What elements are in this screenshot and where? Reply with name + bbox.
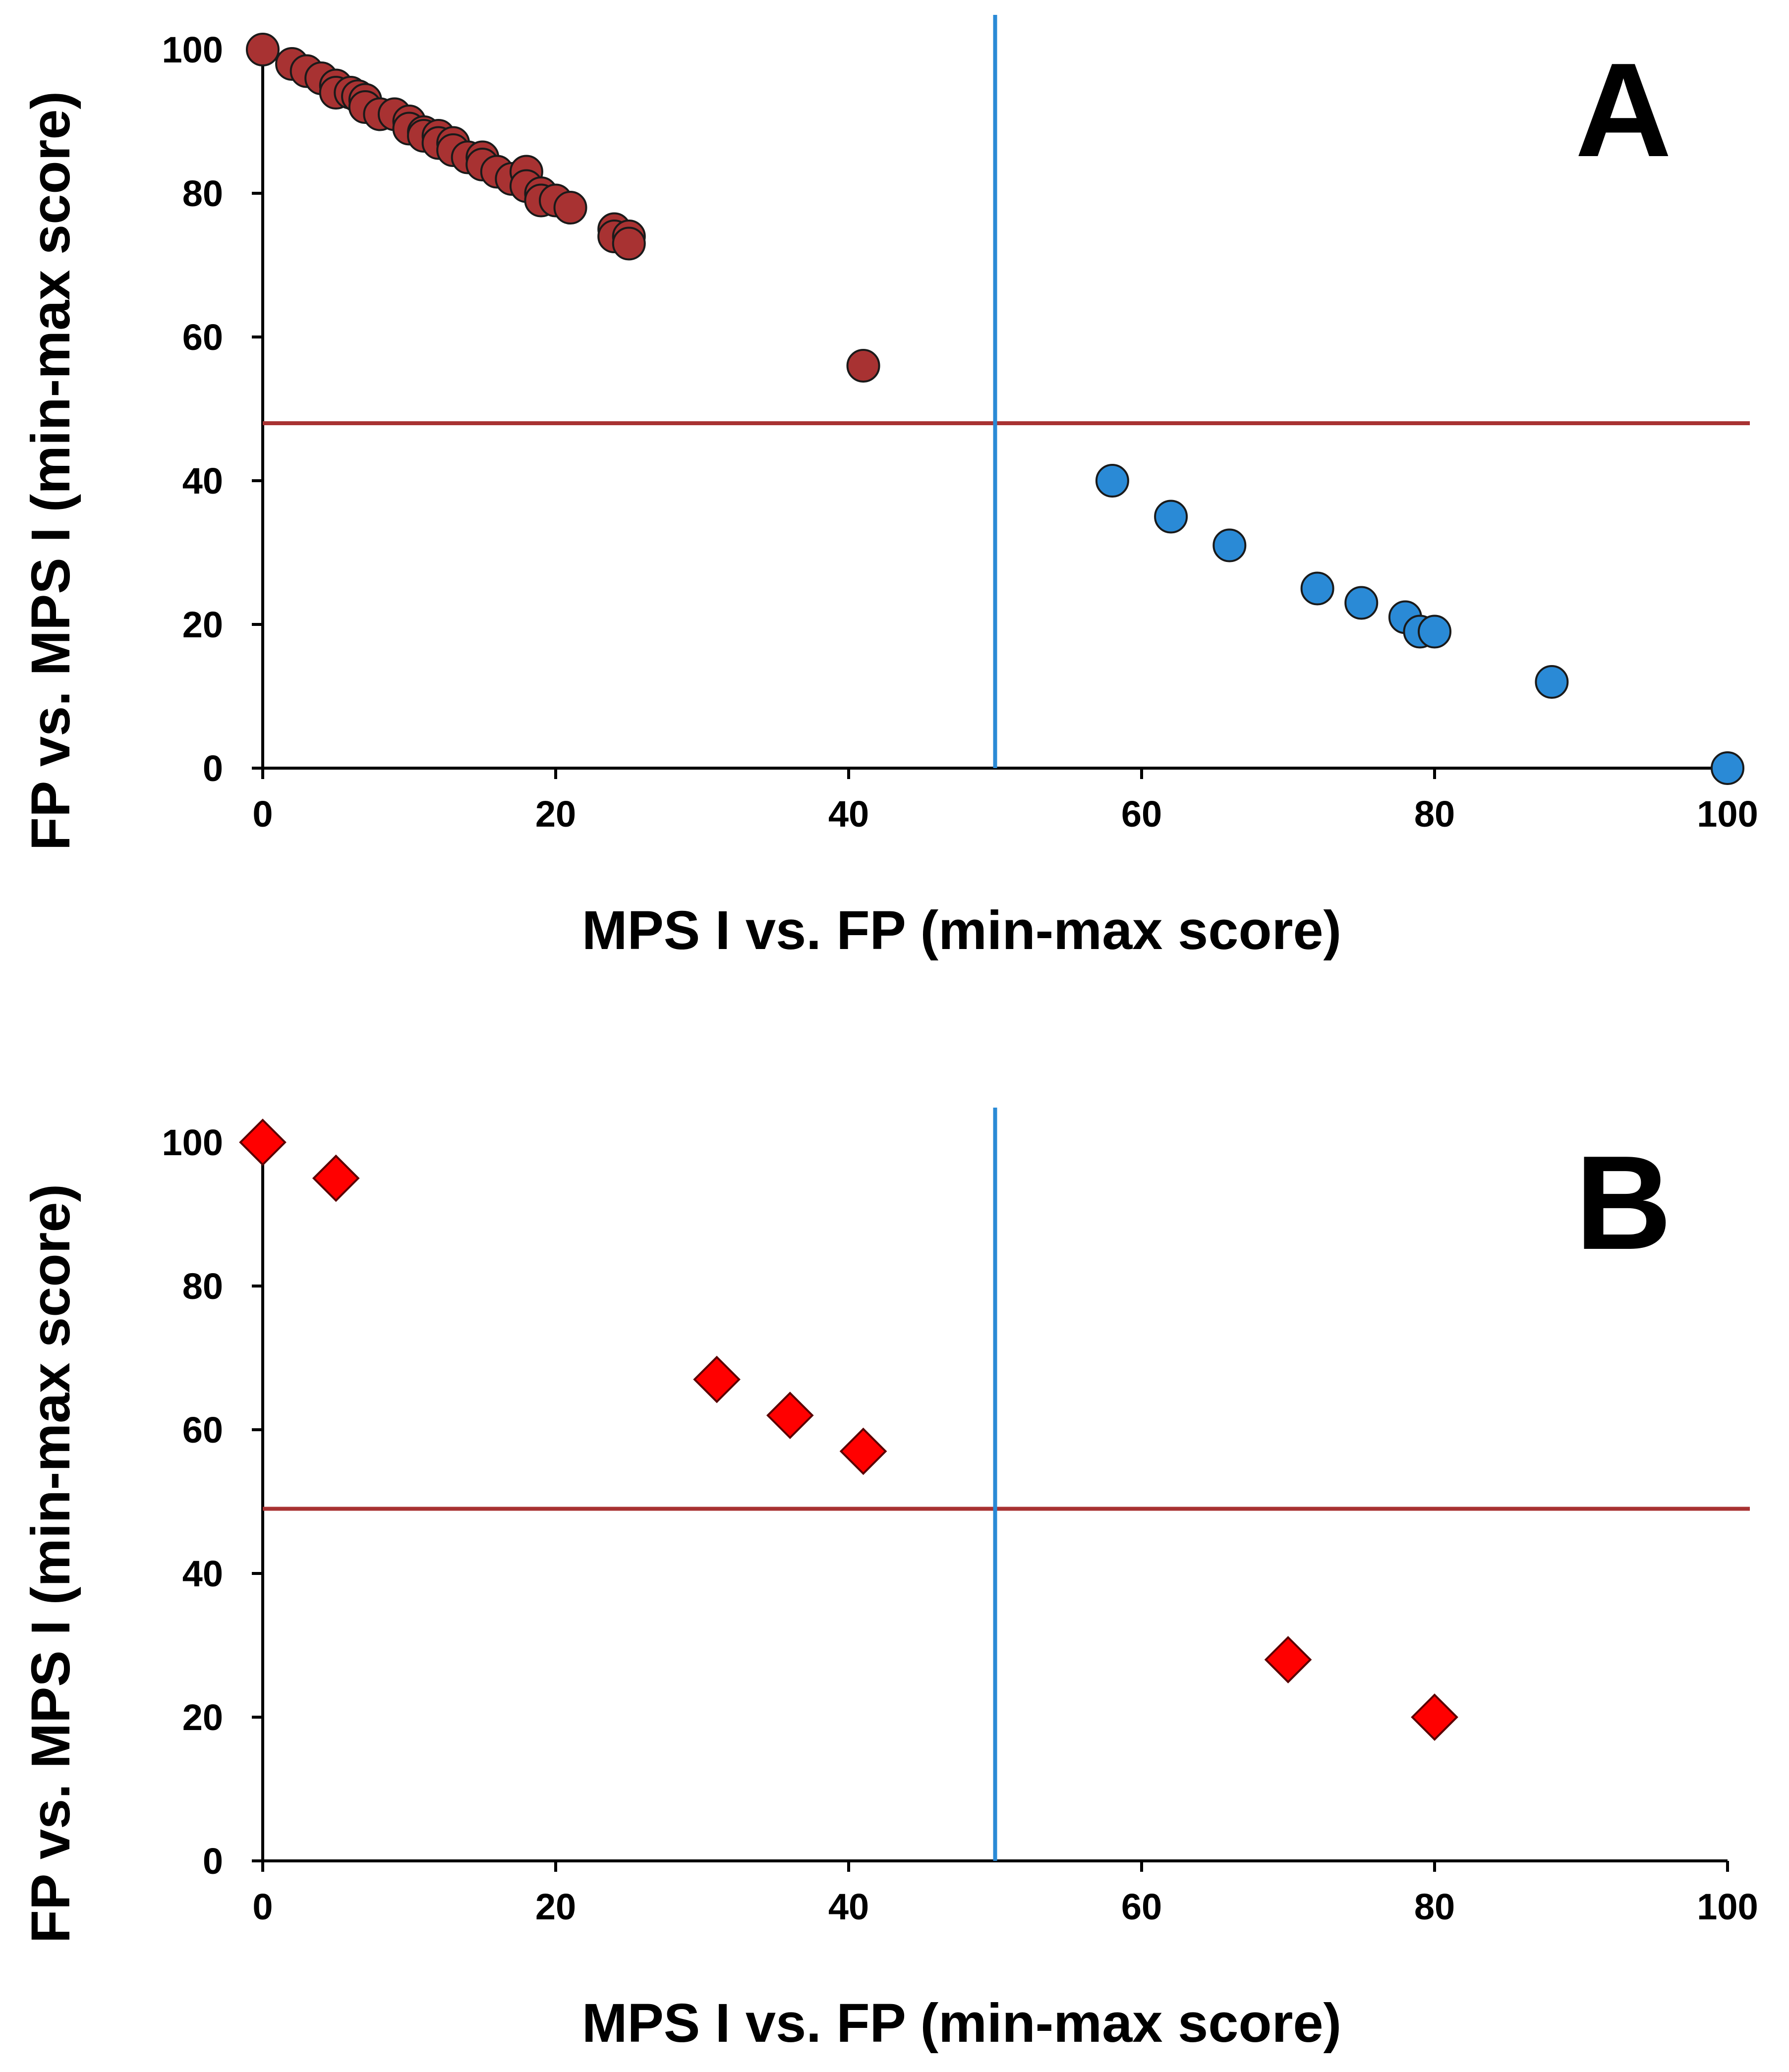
panel-b-y-tick-label: 40 [182, 1553, 223, 1594]
panel-a-y-tick-label: 20 [182, 604, 223, 645]
panel-a-chart: A MPS I vs. FP (min-max score) FP vs. MP… [20, 15, 1758, 961]
panel-a-blue-circles-point [1344, 586, 1379, 620]
panel-a-y-axis-title: FP vs. MPS I (min-max score) [20, 91, 81, 850]
panel-a-x-axis-title: MPS I vs. FP (min-max score) [582, 900, 1341, 961]
panel-a-label: A [1575, 36, 1672, 185]
panel-a-y-tick-label: 100 [162, 29, 223, 70]
panel-b-red-diamonds-point [1264, 1636, 1312, 1683]
panel-a-blue-circles-point [1535, 665, 1569, 699]
panel-b-x-tick-label: 60 [1121, 1886, 1162, 1927]
panel-a-y-tick-label: 60 [182, 317, 223, 358]
panel-a-plot-area: 0 20 40 60 80 100 0 20 40 60 80 100 [162, 15, 1758, 835]
panel-a-blue-circles-point [1212, 528, 1247, 562]
panel-a-x-tick-label: 0 [252, 793, 273, 835]
panel-b-chart: B MPS I vs. FP (min-max score) FP vs. MP… [20, 1108, 1758, 2054]
panel-b-x-tick-label: 20 [535, 1886, 576, 1927]
panel-b-y-tick-label: 80 [182, 1266, 223, 1307]
panel-b-y-tick-label: 20 [182, 1697, 223, 1738]
panel-b-x-tick-label: 0 [252, 1886, 273, 1927]
panel-b-plot-area: 0 20 40 60 80 100 0 20 40 60 80 100 [162, 1108, 1758, 1927]
panel-b-x-tick-label: 80 [1414, 1886, 1455, 1927]
panel-a-red-circles-point [846, 349, 880, 383]
panel-b-red-diamonds-point [239, 1119, 287, 1166]
panel-a-red-circles-point [246, 33, 280, 66]
panel-b-red-diamonds-point [766, 1392, 814, 1439]
panel-a-red-circles-point [553, 191, 587, 224]
panel-a-y-tick-label: 80 [182, 173, 223, 214]
panel-a-x-tick-label: 60 [1121, 793, 1162, 835]
panel-b-x-tick-label: 100 [1697, 1886, 1758, 1927]
panel-a-x-tick-label: 100 [1697, 793, 1758, 835]
panel-a-x-tick-label: 20 [535, 793, 576, 835]
panel-a-x-tick-label: 40 [828, 793, 869, 835]
panel-b-red-diamonds-point [693, 1355, 741, 1403]
panel-b-y-tick-label: 0 [203, 1841, 223, 1882]
panel-a-blue-circles-point [1154, 500, 1188, 534]
panel-a-blue-circles-point [1095, 464, 1129, 498]
panel-a-blue-circles-point [1711, 751, 1744, 785]
panel-a-y-tick-label: 40 [182, 460, 223, 502]
panel-b-label: B [1575, 1128, 1672, 1278]
panel-a-blue-circles-point [1300, 571, 1334, 606]
panel-b-red-diamonds-point [312, 1154, 360, 1202]
panel-b-red-diamonds-point [1411, 1693, 1458, 1741]
panel-a-x-tick-label: 80 [1414, 793, 1455, 835]
panel-b-x-axis-title: MPS I vs. FP (min-max score) [582, 1993, 1341, 2054]
panel-b-y-axis-title: FP vs. MPS I (min-max score) [20, 1184, 81, 1943]
panel-a-red-circles-point [612, 226, 646, 261]
panel-b-y-tick-label: 100 [162, 1122, 223, 1163]
panel-a-blue-circles-point [1418, 615, 1451, 649]
panel-a-y-tick-label: 0 [203, 748, 223, 789]
panel-b-x-tick-label: 40 [828, 1886, 869, 1927]
panel-b-red-diamonds-point [839, 1427, 887, 1475]
panel-b-y-tick-label: 60 [182, 1409, 223, 1451]
